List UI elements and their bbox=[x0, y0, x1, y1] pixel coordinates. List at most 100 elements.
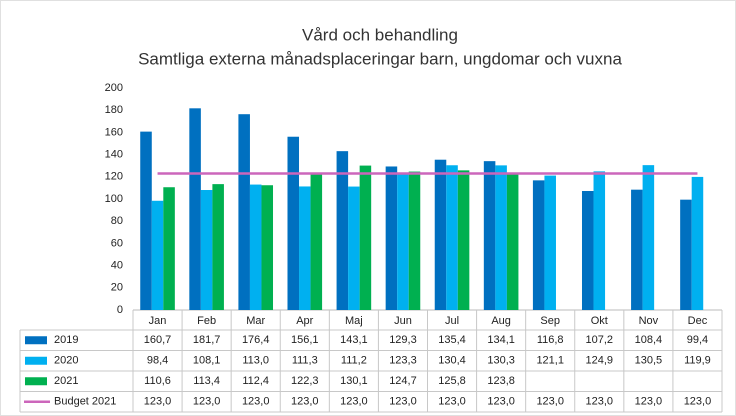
bar bbox=[238, 114, 250, 310]
table-value: 124,7 bbox=[389, 375, 417, 387]
table-value: 121,1 bbox=[536, 355, 564, 367]
bar bbox=[336, 151, 349, 310]
y-tick-label: 140 bbox=[105, 149, 123, 161]
table-value: 143,1 bbox=[340, 334, 368, 346]
x-tick-label: Maj bbox=[345, 315, 363, 327]
bar bbox=[495, 165, 507, 310]
legend-swatch bbox=[25, 336, 47, 345]
table-value: 107,2 bbox=[586, 334, 614, 346]
bar bbox=[446, 165, 458, 310]
table-value: 123,0 bbox=[389, 396, 417, 408]
bar bbox=[200, 190, 213, 310]
bar bbox=[631, 189, 643, 310]
x-tick-label: Apr bbox=[296, 315, 313, 327]
table-value: 156,1 bbox=[291, 334, 319, 346]
x-tick-label: Nov bbox=[639, 315, 659, 327]
bar bbox=[163, 187, 175, 310]
table-value: 125,8 bbox=[438, 375, 466, 387]
y-tick-label: 80 bbox=[111, 215, 123, 227]
bar bbox=[151, 200, 164, 310]
bar bbox=[408, 171, 421, 310]
table-value: 123,8 bbox=[487, 375, 515, 387]
bar bbox=[140, 131, 152, 310]
table-value: 99,4 bbox=[687, 334, 708, 346]
x-tick-label: Jun bbox=[394, 315, 412, 327]
table-value: 130,4 bbox=[438, 355, 466, 367]
table-value: 123,0 bbox=[586, 396, 614, 408]
table-value: 116,8 bbox=[537, 334, 564, 346]
y-tick-label: 120 bbox=[105, 171, 123, 183]
table-value: 124,9 bbox=[586, 355, 614, 367]
y-tick-label: 0 bbox=[117, 304, 123, 316]
table-value: 111,2 bbox=[341, 355, 367, 367]
y-tick-label: 100 bbox=[105, 193, 123, 205]
bar bbox=[642, 165, 655, 310]
table-value: 123,0 bbox=[487, 396, 515, 408]
table-value: 110,6 bbox=[144, 375, 171, 387]
y-tick-label: 160 bbox=[105, 126, 123, 138]
bar bbox=[385, 166, 398, 310]
bar bbox=[212, 184, 224, 310]
legend-swatch bbox=[25, 356, 47, 365]
y-tick-label: 20 bbox=[111, 282, 123, 294]
x-tick-label: Dec bbox=[688, 315, 708, 327]
table-value: 135,4 bbox=[438, 334, 466, 346]
bar bbox=[680, 199, 692, 310]
bar bbox=[261, 185, 274, 310]
table-value: 108,1 bbox=[193, 355, 221, 367]
table-value: 113,0 bbox=[242, 355, 269, 367]
x-tick-label: Sep bbox=[540, 315, 560, 327]
y-tick-label: 40 bbox=[111, 260, 123, 272]
table-value: 130,3 bbox=[487, 355, 515, 367]
bar bbox=[287, 136, 300, 310]
y-tick-label: 180 bbox=[105, 104, 123, 116]
bar bbox=[359, 165, 372, 310]
bar bbox=[593, 171, 606, 310]
table-value: 129,3 bbox=[389, 334, 417, 346]
bar bbox=[189, 108, 201, 310]
table-value: 123,0 bbox=[536, 396, 564, 408]
legend-label: 2021 bbox=[54, 375, 78, 387]
table-value: 181,7 bbox=[193, 334, 221, 346]
table-value: 123,0 bbox=[438, 396, 466, 408]
bar bbox=[691, 176, 704, 310]
table-value: 130,5 bbox=[635, 355, 663, 367]
table-value: 123,0 bbox=[684, 396, 712, 408]
table-value: 160,7 bbox=[144, 334, 172, 346]
table-value: 123,0 bbox=[291, 396, 319, 408]
table-value: 123,0 bbox=[242, 396, 270, 408]
table-value: 123,0 bbox=[340, 396, 368, 408]
table-value: 134,1 bbox=[487, 334, 515, 346]
chart-subtitle: Samtliga externa månadsplaceringar barn,… bbox=[138, 49, 622, 68]
bar bbox=[249, 184, 262, 310]
table-value: 123,0 bbox=[144, 396, 172, 408]
bar bbox=[581, 191, 594, 310]
bar bbox=[544, 175, 556, 310]
legend-swatch bbox=[25, 377, 47, 386]
bar bbox=[299, 186, 311, 310]
bar bbox=[348, 186, 360, 310]
bar bbox=[310, 174, 323, 310]
x-tick-label: Feb bbox=[197, 315, 216, 327]
table-value: 123,0 bbox=[635, 396, 663, 408]
bar bbox=[506, 172, 519, 310]
x-tick-label: Jul bbox=[445, 315, 459, 327]
legend-label: Budget 2021 bbox=[54, 396, 116, 408]
legend-label: 2019 bbox=[54, 334, 78, 346]
bar bbox=[483, 161, 496, 310]
table-value: 111,3 bbox=[292, 355, 318, 367]
chart-title: Vård och behandling bbox=[302, 25, 458, 44]
table-value: 112,4 bbox=[242, 375, 269, 387]
table-value: 123,0 bbox=[193, 396, 221, 408]
table-value: 176,4 bbox=[242, 334, 270, 346]
legend-label: 2020 bbox=[54, 355, 78, 367]
y-tick-label: 200 bbox=[105, 82, 123, 94]
table-value: 98,4 bbox=[147, 355, 168, 367]
table-value: 123,3 bbox=[389, 355, 417, 367]
x-tick-label: Aug bbox=[491, 315, 511, 327]
table-value: 122,3 bbox=[291, 375, 319, 387]
table-value: 113,4 bbox=[193, 375, 220, 387]
bar bbox=[532, 180, 545, 310]
x-tick-label: Jan bbox=[149, 315, 167, 327]
